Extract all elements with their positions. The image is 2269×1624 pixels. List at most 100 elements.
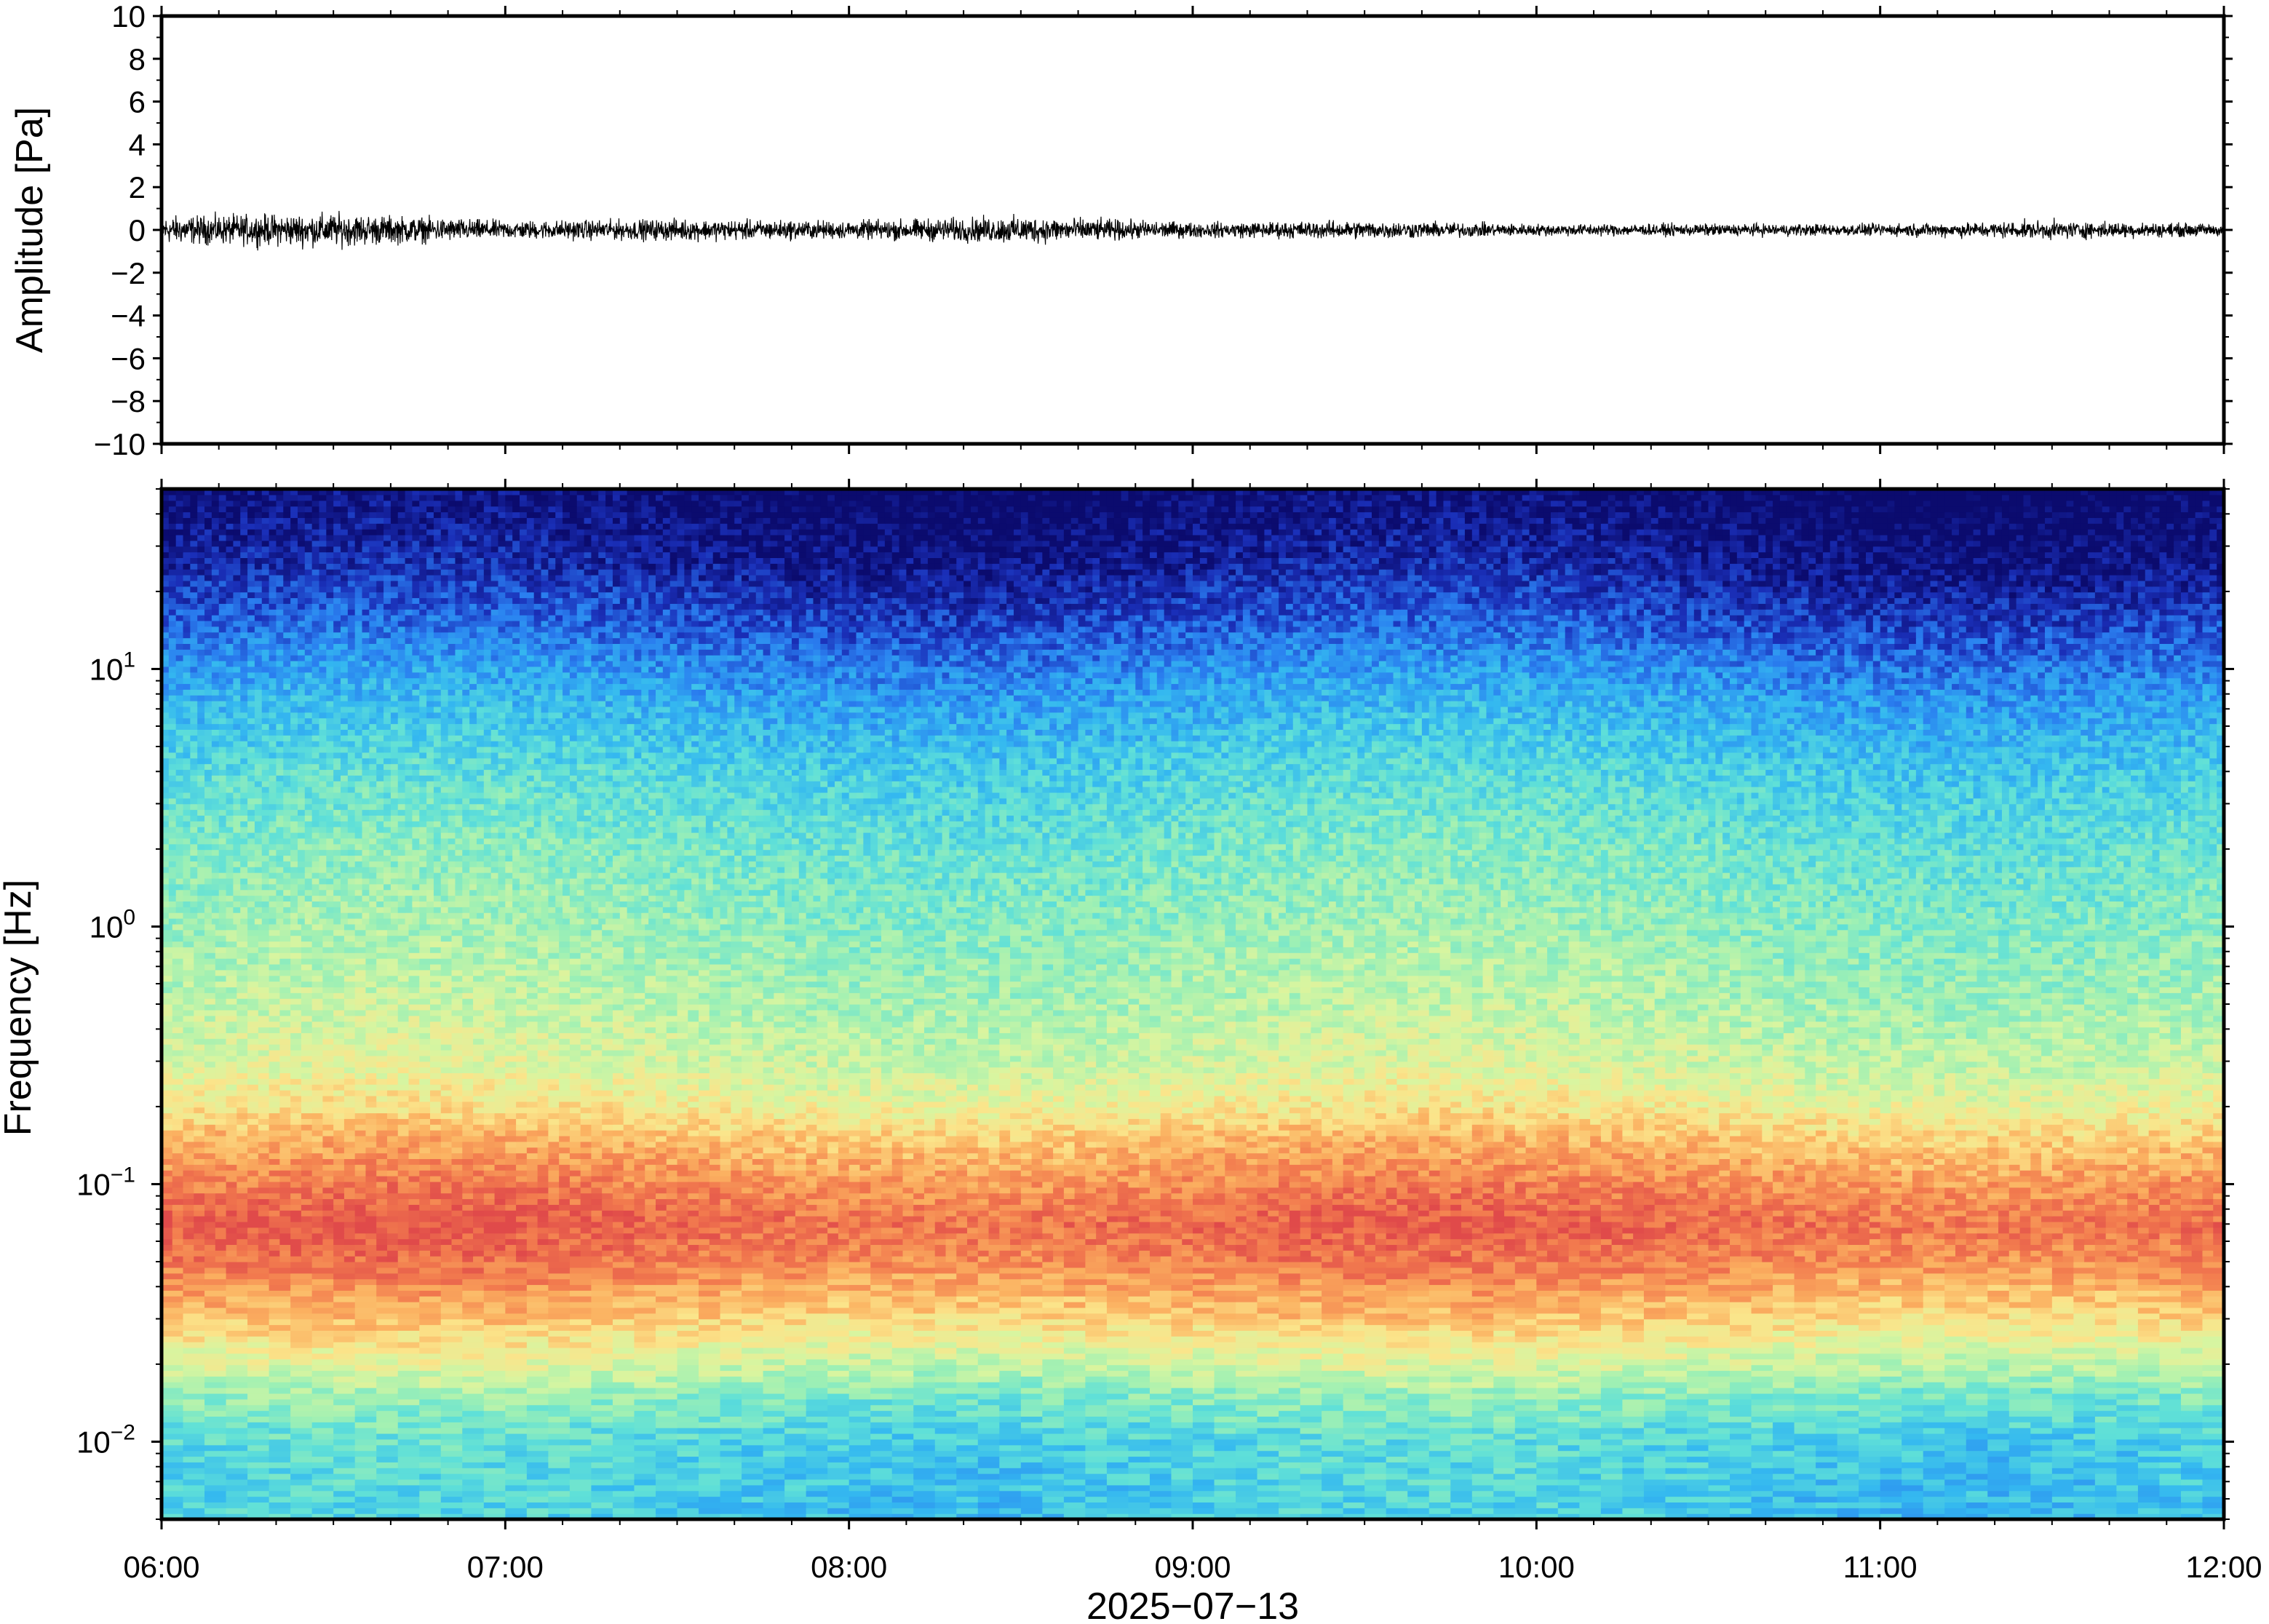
spectrogram-cell — [1600, 1342, 1624, 1348]
spectrogram-cell — [2202, 1250, 2214, 1257]
spectrogram-cell — [891, 1250, 904, 1257]
spectrogram-cell — [1085, 1410, 1108, 1417]
spectrogram-cell — [569, 1250, 581, 1257]
spectrogram-cell — [1730, 1336, 1752, 1342]
spectrogram-cell — [870, 1296, 893, 1302]
spectrogram-cell — [1816, 1478, 1838, 1486]
spectrogram-cell — [784, 1336, 807, 1342]
spectrogram-cell — [1514, 1484, 1537, 1492]
spectrogram-cell — [2202, 1262, 2225, 1268]
spectrogram-cell — [1128, 1330, 1151, 1337]
spectrogram-cell — [440, 1256, 453, 1262]
spectrogram-cell — [1106, 1462, 1129, 1468]
spectrogram-cell — [162, 1428, 184, 1434]
spectrogram-cell — [419, 1473, 442, 1480]
spectrogram-cell — [677, 1353, 699, 1360]
spectrogram-cell — [354, 1284, 377, 1291]
spectrogram-cell — [1042, 1244, 1054, 1251]
spectrogram-cell — [870, 1508, 893, 1514]
spectrogram-cell — [1279, 1462, 1301, 1468]
spectrogram-cell — [1149, 1398, 1172, 1406]
spectrogram-cell — [977, 1342, 1000, 1348]
spectrogram-cell — [2094, 1296, 2117, 1302]
spectrogram-cell — [462, 1278, 485, 1286]
spectrogram-cell — [870, 1342, 893, 1348]
spectrogram-cell — [870, 1388, 893, 1394]
spectrogram-cell — [2051, 1433, 2074, 1440]
spectrogram-cell — [956, 1450, 979, 1457]
spectrogram-cell — [612, 1324, 635, 1331]
spectrogram-cell — [1279, 1244, 1290, 1251]
spectrogram-cell — [2180, 1364, 2204, 1372]
spectrogram-cell — [1214, 1508, 1236, 1514]
spectrogram-cell — [2116, 1278, 2139, 1286]
spectrogram-cell — [2008, 1513, 2031, 1520]
spectrogram-cell — [1257, 1422, 1279, 1428]
spectrogram-cell — [1450, 1307, 1473, 1314]
spectrogram-cell — [1557, 1404, 1580, 1412]
spectrogram-cell — [999, 1468, 1022, 1474]
spectrogram-cell — [1504, 1256, 1516, 1262]
spectrogram-cell — [204, 1422, 227, 1428]
spectrogram-cell — [526, 1502, 549, 1508]
spectrogram-cell — [1386, 1256, 1398, 1262]
spectrogram-cell — [1128, 1364, 1151, 1372]
spectrogram-cell — [1536, 1313, 1559, 1320]
spectrogram-cell — [742, 1416, 764, 1422]
spectrogram-cell — [1773, 1433, 1795, 1440]
spectrogram-cell — [247, 1290, 270, 1297]
spectrogram-cell — [1450, 1404, 1473, 1412]
spectrogram-cell — [226, 1478, 248, 1486]
spectrogram-cell — [1128, 1250, 1140, 1257]
spectrogram-cell — [1471, 1284, 1494, 1291]
spectrogram-cell — [1665, 1462, 1688, 1468]
spectrogram-cell — [2008, 1393, 2031, 1400]
spectrogram-cell — [1214, 1353, 1236, 1360]
spectrogram-cell — [548, 1462, 571, 1468]
amplitude-y-tick-label: −2 — [111, 256, 146, 290]
spectrogram-cell — [742, 1496, 764, 1502]
spectrogram-cell — [2159, 1342, 2182, 1348]
spectrogram-cell — [2202, 1388, 2225, 1394]
spectrogram-cell — [333, 1410, 356, 1417]
spectrogram-cell — [569, 1353, 592, 1360]
spectrogram-cell — [1514, 1502, 1537, 1508]
spectrogram-cell — [655, 1358, 678, 1366]
spectrogram-cell — [827, 1262, 850, 1268]
spectrogram-cell — [731, 1250, 742, 1257]
spectrogram-cell — [956, 1290, 979, 1297]
spectrogram-cell — [1182, 1250, 1193, 1257]
spectrogram-cell — [1214, 1342, 1236, 1348]
spectrogram-cell — [1279, 1267, 1301, 1274]
spectrogram-cell — [1816, 1462, 1838, 1468]
amplitude-y-tick-label: −4 — [111, 299, 146, 333]
spectrogram-cell — [1063, 1353, 1086, 1360]
spectrogram-cell — [1428, 1262, 1451, 1268]
spectrogram-cell — [999, 1484, 1022, 1492]
spectrogram-cell — [923, 1256, 936, 1262]
spectrogram-cell — [752, 1256, 764, 1262]
spectrogram-cell — [2094, 1393, 2117, 1400]
spectrogram-cell — [999, 1478, 1022, 1486]
spectrogram-cell — [1579, 1278, 1602, 1286]
spectrogram-cell — [2073, 1290, 2096, 1297]
spectrogram-cell — [1880, 1262, 1902, 1268]
spectrogram-cells — [162, 489, 2225, 1520]
spectrogram-cell — [322, 1256, 334, 1262]
spectrogram-cell — [934, 1468, 957, 1474]
spectrogram-cell — [634, 1330, 656, 1337]
spectrogram-cell — [1773, 1342, 1795, 1348]
spectrogram-cell — [806, 1256, 817, 1262]
spectrogram-cell — [1450, 1318, 1473, 1326]
spectrogram-cell — [1987, 1307, 2010, 1314]
spectrogram-cell — [1171, 1313, 1193, 1320]
spectrogram-cell — [1600, 1290, 1624, 1297]
spectrogram-cell — [827, 1364, 850, 1372]
spectrogram-cell — [419, 1438, 442, 1446]
spectrogram-cell — [440, 1324, 463, 1331]
spectrogram-cell — [1386, 1444, 1408, 1452]
spectrogram-cell — [1902, 1313, 1924, 1320]
spectrogram-cell — [1773, 1358, 1795, 1366]
spectrogram-cell — [311, 1267, 334, 1274]
spectrogram-cell — [526, 1256, 539, 1262]
